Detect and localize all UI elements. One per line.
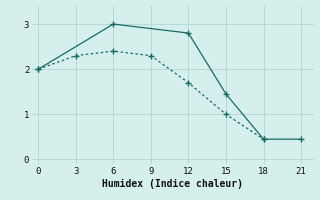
X-axis label: Humidex (Indice chaleur): Humidex (Indice chaleur) [102,179,243,189]
